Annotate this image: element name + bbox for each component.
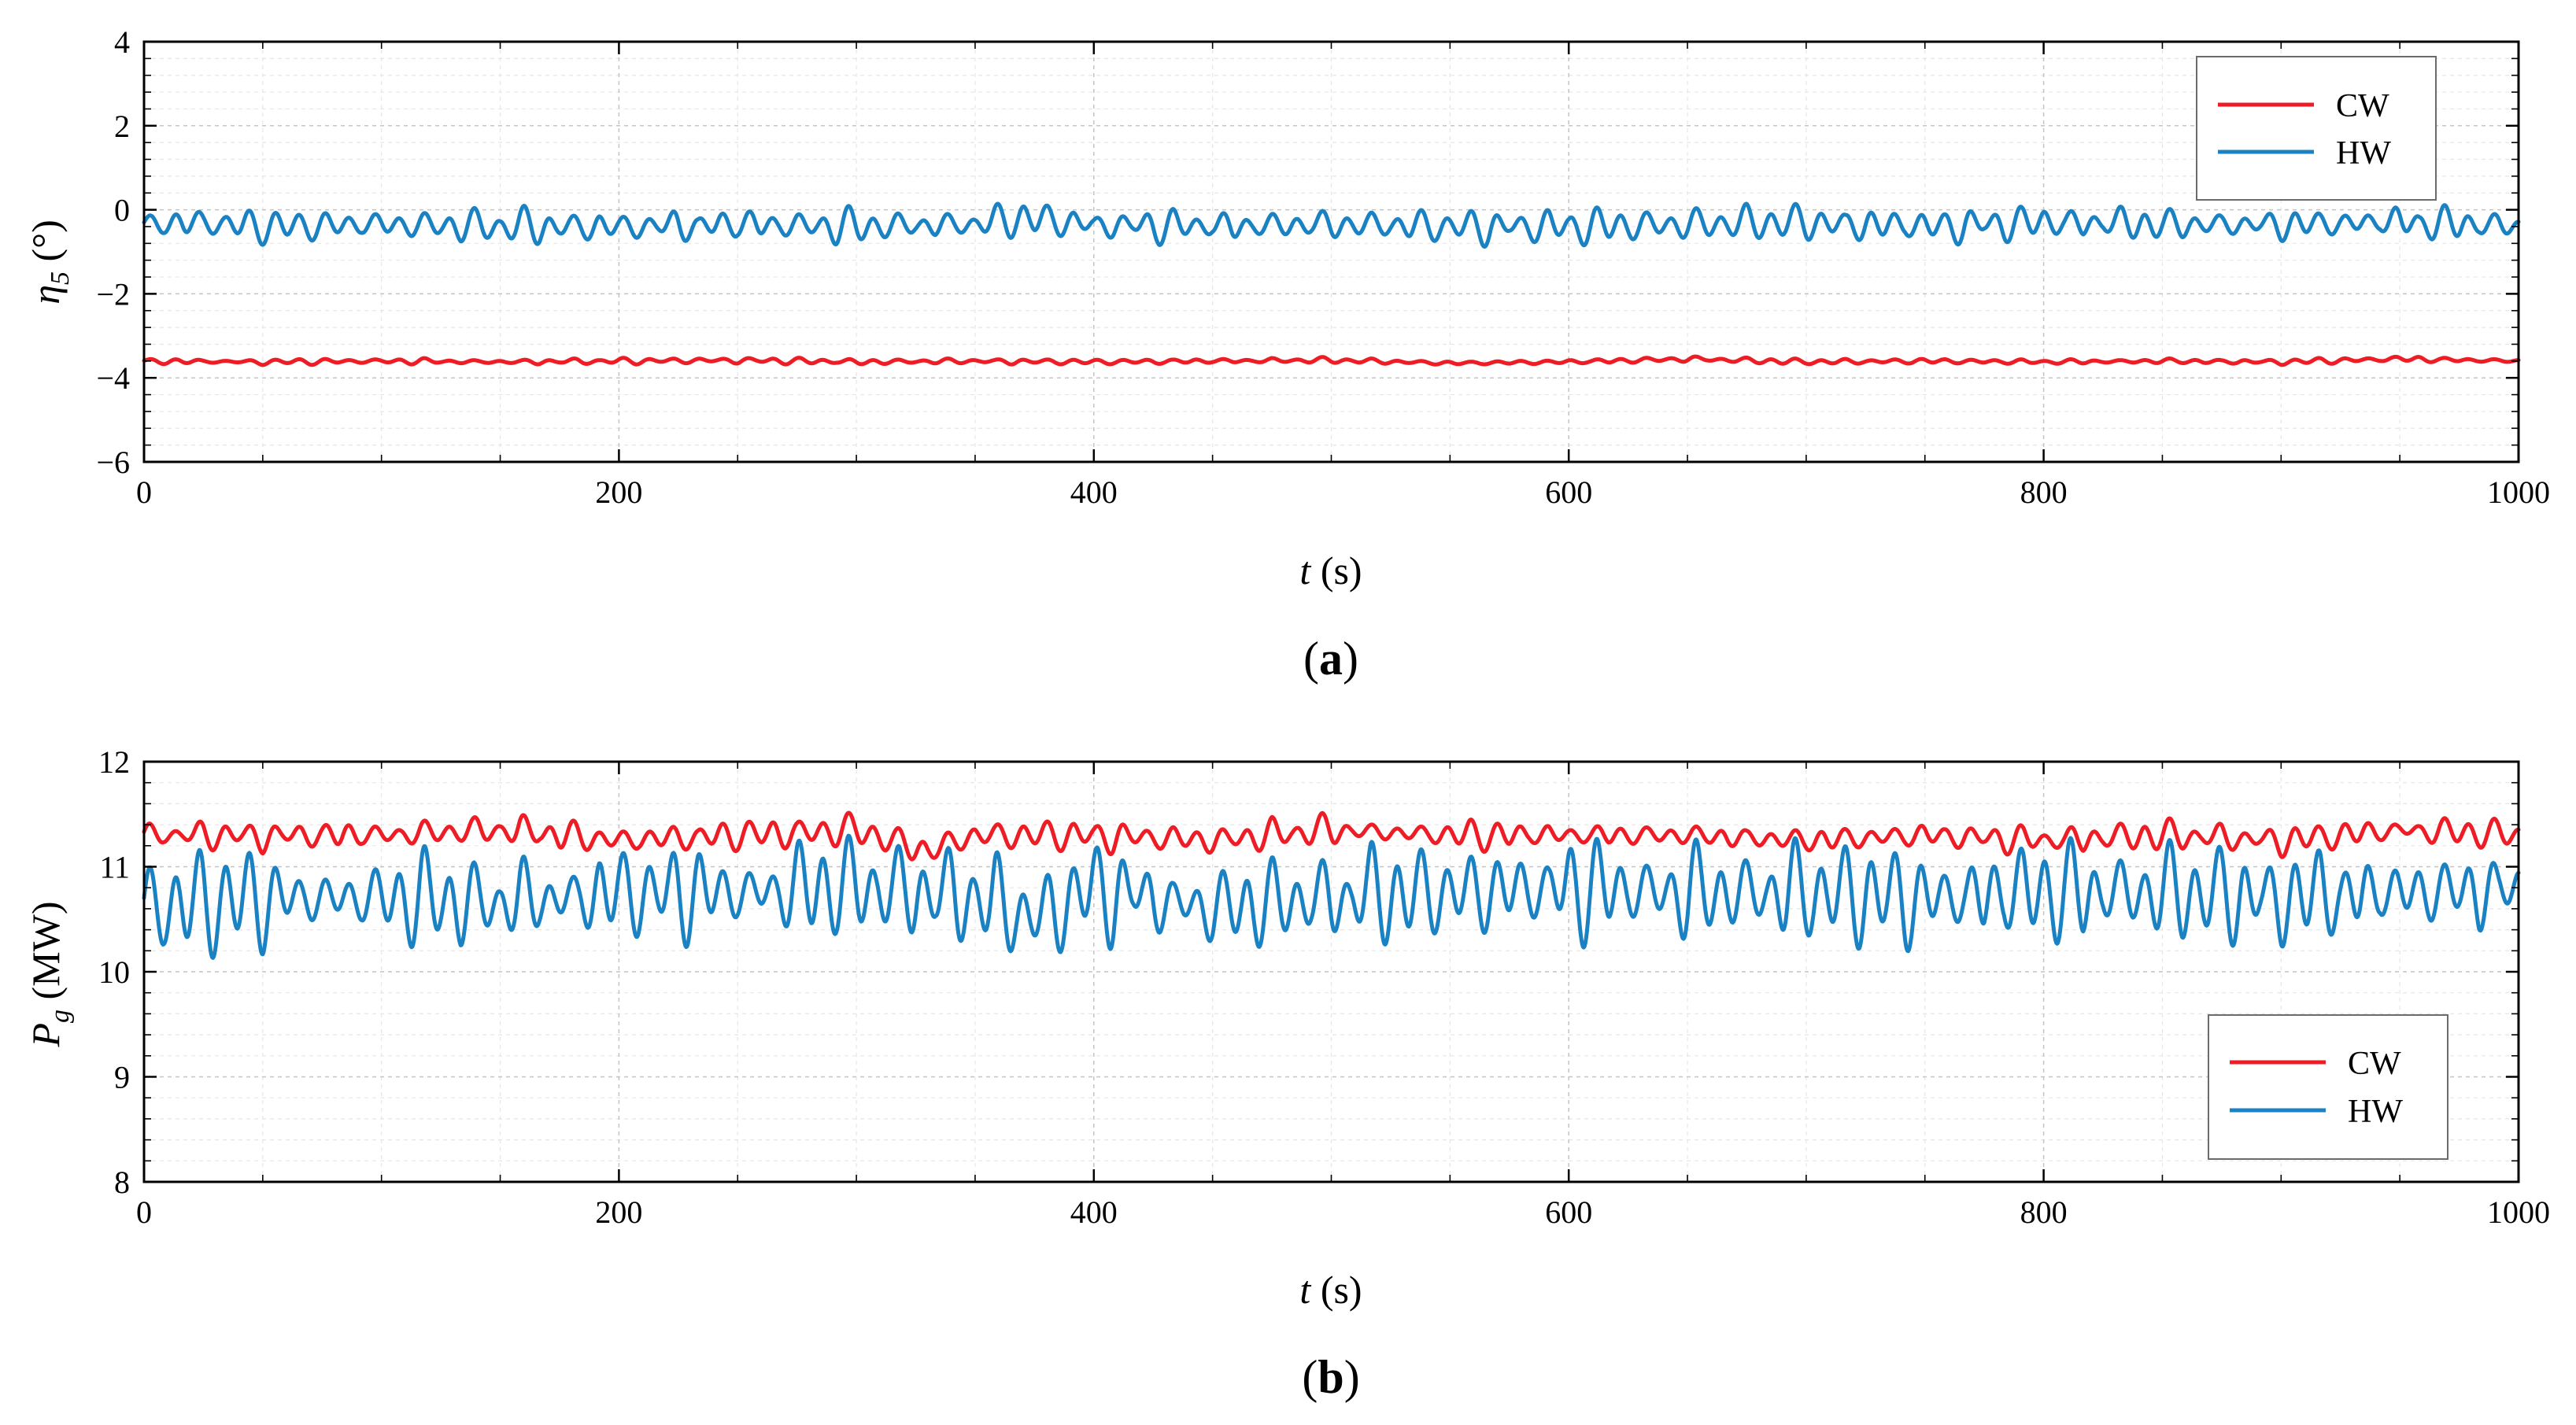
y-tick-label: 0 bbox=[114, 193, 130, 228]
y-tick-label: −4 bbox=[96, 360, 130, 396]
x-axis-label: t (s) bbox=[1299, 548, 1362, 593]
series-line-cw bbox=[142, 810, 2521, 862]
legend-label-cw: CW bbox=[2348, 1046, 2401, 1082]
x-tick-label: 800 bbox=[2020, 474, 2068, 510]
x-tick-label: 400 bbox=[1070, 474, 1118, 510]
legend: CW HW bbox=[2208, 1014, 2448, 1160]
y-axis-label: Pg (MW) bbox=[24, 902, 75, 1048]
y-tick-label: 10 bbox=[98, 954, 130, 990]
y-tick-label: 2 bbox=[114, 109, 130, 144]
legend: CW HW bbox=[2196, 56, 2437, 201]
y-tick-label: 12 bbox=[98, 744, 130, 780]
x-tick-label: 1000 bbox=[2487, 474, 2550, 510]
y-tick-label: 8 bbox=[114, 1165, 130, 1200]
x-tick-label: 200 bbox=[595, 1194, 642, 1230]
legend-box bbox=[2196, 56, 2437, 201]
x-tick-label: 1000 bbox=[2487, 1194, 2550, 1230]
x-tick-label: 400 bbox=[1070, 1194, 1118, 1230]
legend-box bbox=[2208, 1014, 2448, 1160]
x-tick-label: 800 bbox=[2020, 1194, 2068, 1230]
legend-label-hw: HW bbox=[2348, 1094, 2403, 1130]
x-tick-label: 600 bbox=[1545, 474, 1592, 510]
panel-label: (b) bbox=[1302, 1351, 1359, 1403]
y-tick-label: 11 bbox=[99, 850, 130, 885]
x-axis-label: t (s) bbox=[1299, 1268, 1362, 1312]
x-tick-label: 600 bbox=[1545, 1194, 1592, 1230]
y-tick-label: 9 bbox=[114, 1060, 130, 1095]
series-line-cw bbox=[142, 354, 2521, 367]
panel-label: (a) bbox=[1303, 633, 1358, 685]
x-tick-label: 0 bbox=[136, 474, 152, 510]
y-tick-label: −6 bbox=[96, 445, 130, 480]
y-tick-label: 4 bbox=[114, 24, 130, 60]
legend-label-cw: CW bbox=[2336, 88, 2389, 124]
x-tick-label: 200 bbox=[595, 474, 642, 510]
series-line-hw bbox=[142, 201, 2521, 249]
y-axis-label: η5 (°) bbox=[24, 220, 75, 305]
y-tick-label: −2 bbox=[96, 276, 130, 312]
x-tick-label: 0 bbox=[136, 1194, 152, 1230]
series-line-hw bbox=[142, 833, 2521, 960]
legend-label-hw: HW bbox=[2336, 135, 2391, 172]
